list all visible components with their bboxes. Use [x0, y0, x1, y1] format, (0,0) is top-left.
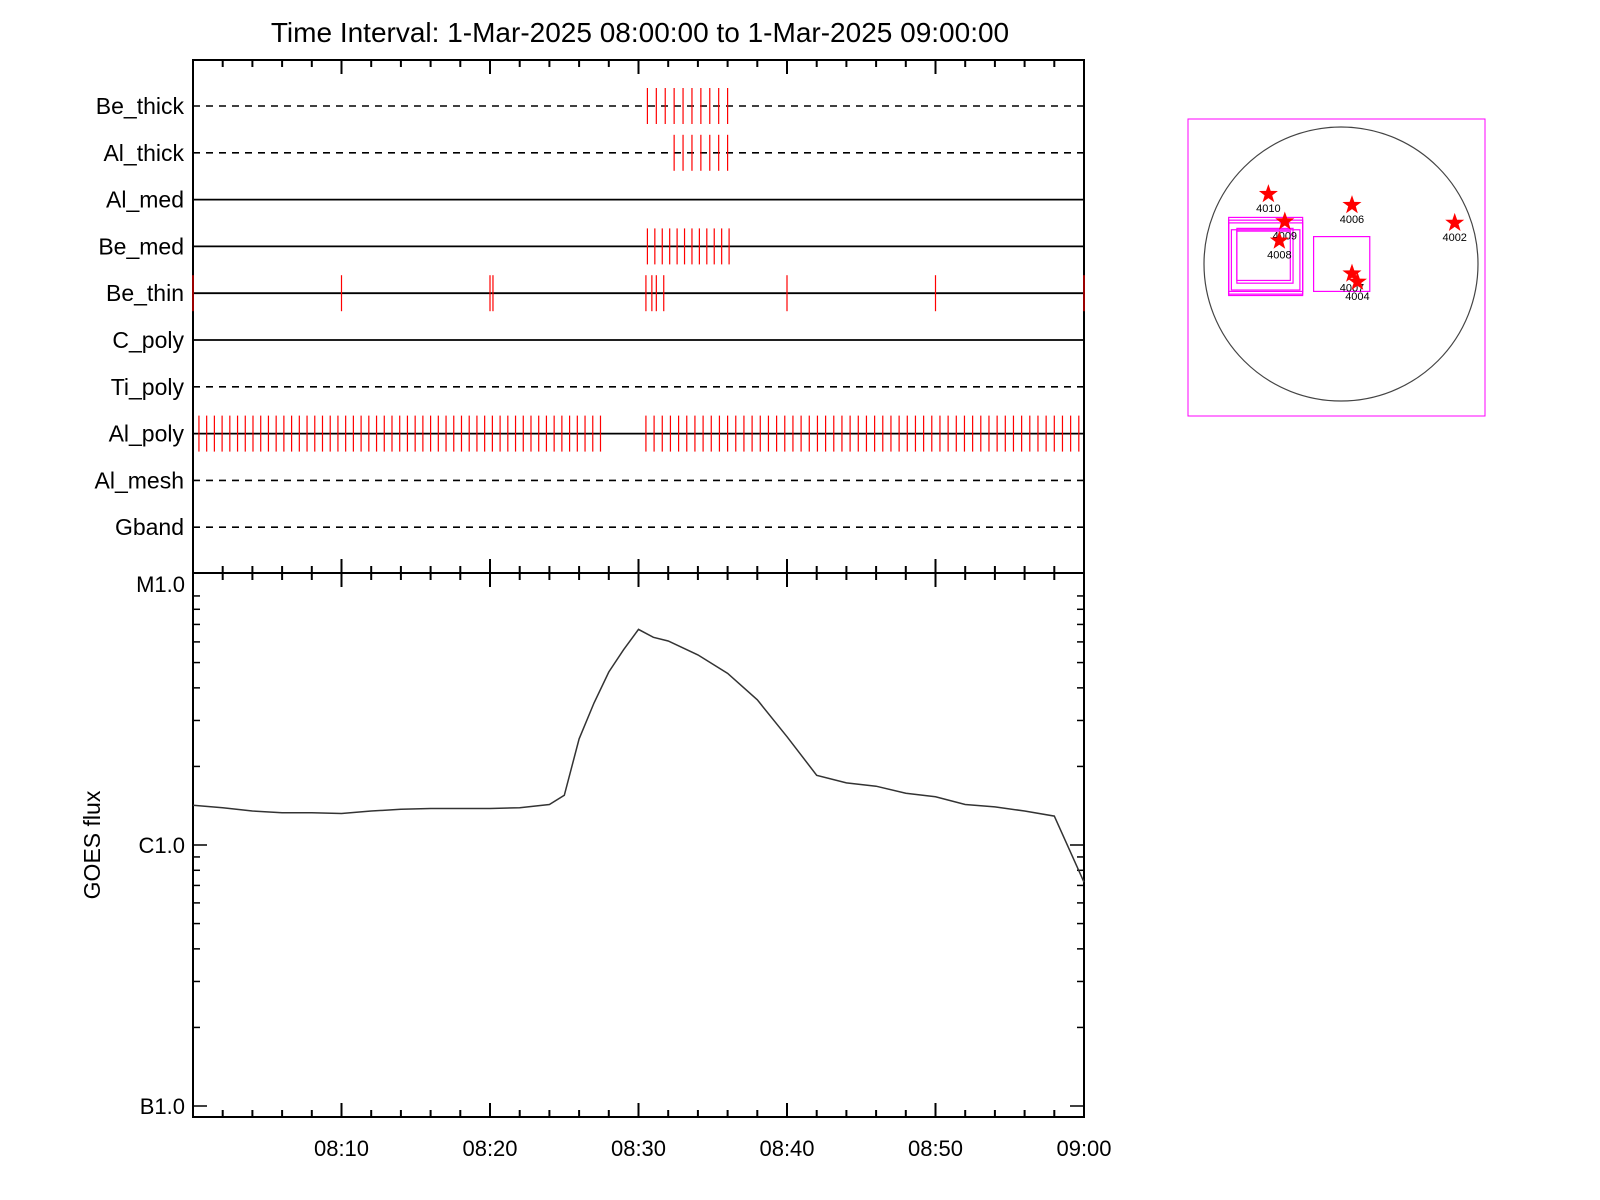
- x-tick-label: 08:40: [759, 1136, 814, 1161]
- active-region-4008: 4008: [1267, 230, 1292, 262]
- filter-label: Gband: [115, 514, 184, 540]
- active-region-star-icon: [1258, 184, 1278, 203]
- goes-flux-panel: 08:10 08:20 08:30 08:40 08:50 09:00 M1.0 C1.0 B1…: [79, 572, 1112, 1161]
- filter-label: Ti_poly: [111, 374, 185, 400]
- filter-row-al_med: Al_med: [106, 187, 1084, 213]
- active-region-label: 4002: [1442, 232, 1466, 244]
- timeline-frame: [192, 59, 1085, 574]
- x-tick-label: 08:10: [314, 1136, 369, 1161]
- solar-limb: [1203, 126, 1479, 402]
- fov-box: [1228, 222, 1304, 292]
- filter-timeline-panel: Be_thick Al_thick Al_med Be_med Be_thin C_pol…: [95, 59, 1085, 574]
- active-region-label: 4006: [1340, 214, 1364, 226]
- filter-label: Be_thin: [106, 280, 184, 306]
- active-region-star-icon: [1342, 195, 1362, 214]
- filter-row-be_thin: Be_thin: [106, 275, 1085, 312]
- filter-row-c_poly: C_poly: [112, 327, 1084, 353]
- filter-label: Al_poly: [109, 421, 185, 447]
- active-region-star-icon: [1275, 211, 1295, 230]
- filter-label: Al_mesh: [95, 467, 184, 493]
- flux-axis-label: GOES flux: [79, 790, 105, 899]
- filter-row-gband: Gband: [115, 514, 1084, 540]
- filter-label: C_poly: [112, 327, 184, 353]
- active-region-4004: 4004: [1345, 271, 1370, 303]
- filter-label: Al_med: [106, 187, 184, 213]
- x-tick-label: 08:30: [611, 1136, 666, 1161]
- active-region-4010: 4010: [1256, 184, 1281, 215]
- filter-row-be_med: Be_med: [98, 228, 1084, 265]
- fov-box: [1312, 236, 1371, 293]
- active-region-star-icon: [1347, 271, 1367, 290]
- active-region-4002: 4002: [1442, 212, 1467, 244]
- active-region-star-icon: [1269, 230, 1289, 249]
- fov-box: [1230, 229, 1301, 291]
- chart-title: Time Interval: 1-Mar-2025 08:00:00 to 1-…: [271, 17, 1009, 48]
- y-tick-label: M1.0: [136, 572, 185, 597]
- active-region-label: 4010: [1256, 203, 1280, 215]
- map-frame: [1187, 118, 1486, 417]
- x-tick-label: 08:50: [908, 1136, 963, 1161]
- y-tick-label: C1.0: [139, 833, 185, 858]
- active-region-star-icon: [1342, 263, 1362, 282]
- filter-label: Be_thick: [96, 93, 185, 119]
- x-tick-label: 09:00: [1056, 1136, 1111, 1161]
- x-tick-label: 08:20: [462, 1136, 517, 1161]
- filter-row-be_thick: Be_thick: [96, 88, 1084, 124]
- filter-row-al_thick: Al_thick: [103, 134, 1084, 171]
- active-region-label: 4004: [1345, 291, 1369, 303]
- active-region-star-icon: [1445, 212, 1465, 231]
- goes-flux-line: [192, 628, 1085, 883]
- filter-label: Al_thick: [103, 140, 184, 166]
- filter-row-al_mesh: Al_mesh: [95, 467, 1084, 493]
- active-region-label: 4008: [1267, 250, 1291, 262]
- active-region-4006: 4006: [1340, 195, 1364, 226]
- filter-label: Be_med: [98, 233, 184, 259]
- fov-box: [1236, 230, 1291, 282]
- filter-row-al_poly: Al_poly: [109, 415, 1084, 452]
- filter-row-ti_poly: Ti_poly: [111, 374, 1084, 400]
- y-tick-label: B1.0: [140, 1094, 185, 1119]
- flux-frame: [192, 572, 1085, 1118]
